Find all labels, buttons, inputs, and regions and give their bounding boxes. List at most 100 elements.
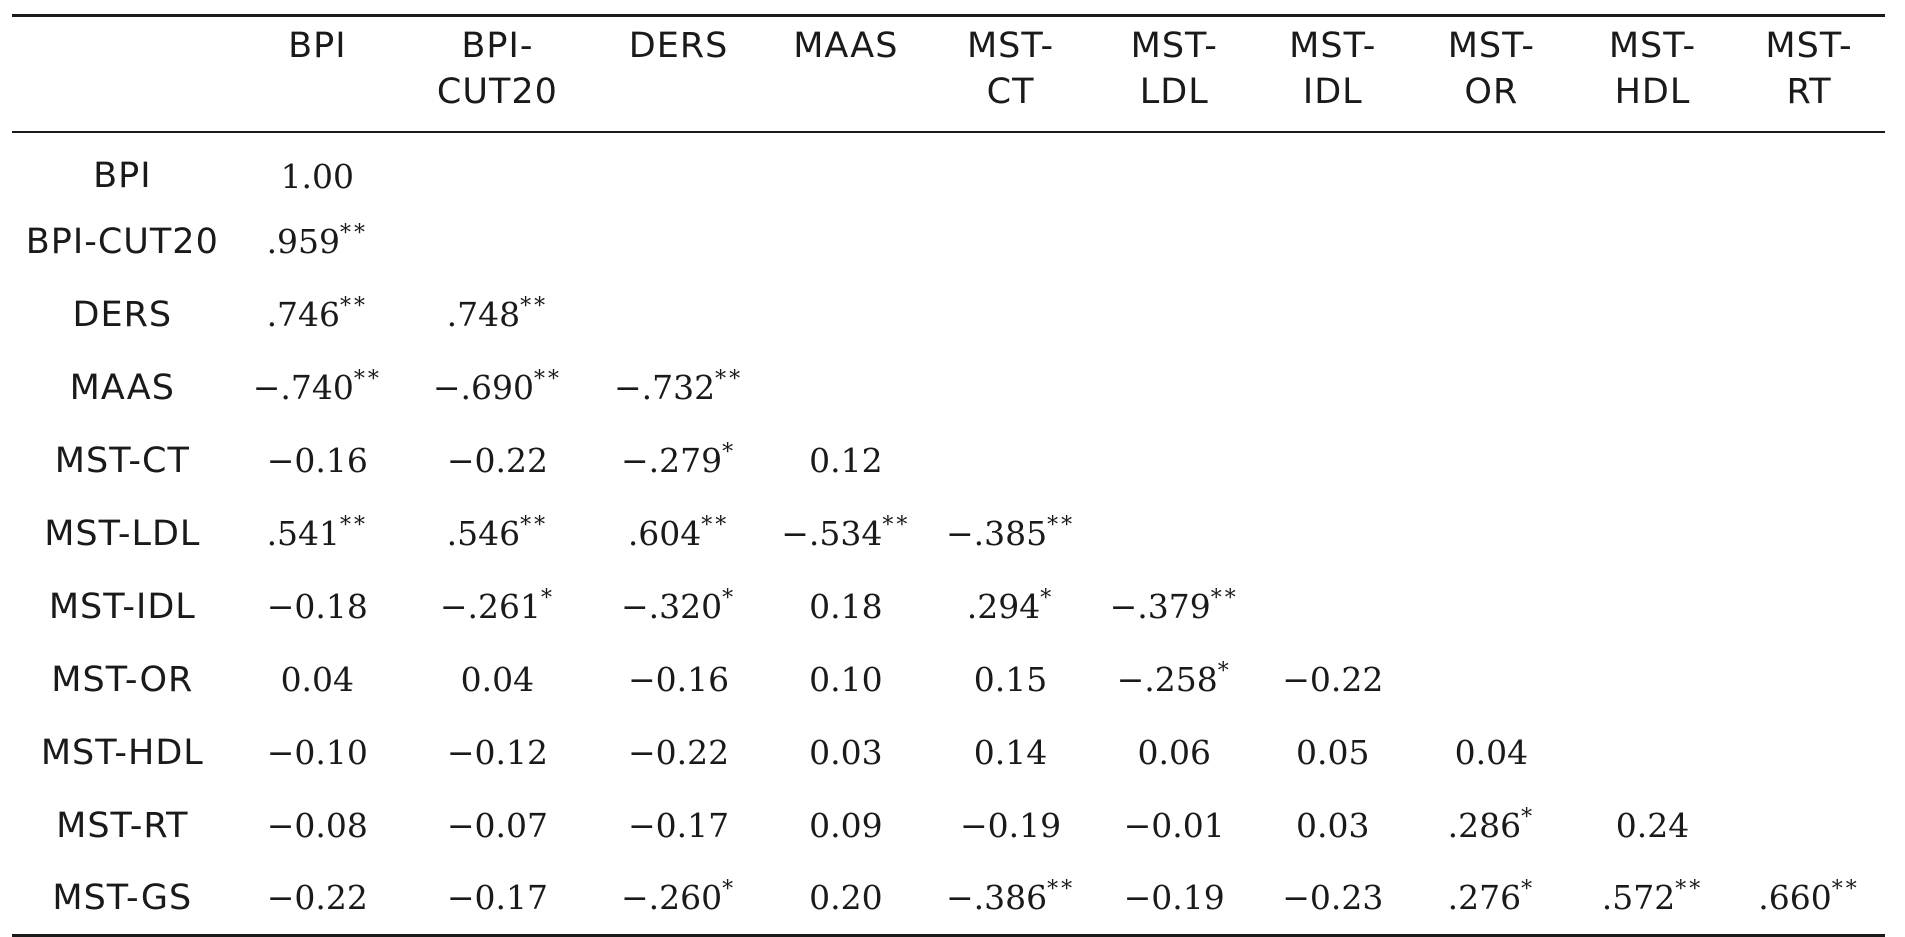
table-cell: −.385**: [945, 513, 1076, 553]
row-label: MST-HDL: [40, 732, 204, 773]
table-cell: [1094, 278, 1255, 351]
table-cell: [1255, 424, 1411, 497]
table-cell: 0.04: [1454, 733, 1529, 772]
row-label: MST-CT: [54, 440, 190, 481]
table-cell: [1094, 424, 1255, 497]
table-cell: [927, 424, 1093, 497]
table-cell: 0.03: [809, 733, 883, 772]
column-header: BPI: [288, 26, 347, 66]
table-cell: [927, 278, 1093, 351]
table-cell: [1733, 643, 1885, 716]
table-cell: [1572, 643, 1733, 716]
table-row: MST-LDL .541** .546** .604** −.534** −.385**: [12, 497, 1885, 570]
table-cell: 0.12: [809, 441, 883, 480]
table-cell: −.386**: [945, 877, 1076, 918]
table-cell: −.261*: [439, 586, 555, 626]
table-cell: [1733, 497, 1885, 570]
table-cell: [1255, 205, 1411, 278]
table-cell: .276*: [1447, 877, 1536, 918]
table-cell: [402, 205, 593, 278]
table-cell: [1572, 278, 1733, 351]
table-cell: [593, 132, 764, 205]
table-cell: −0.16: [627, 660, 730, 699]
column-header: MST- RT: [1765, 26, 1853, 112]
table-cell: −0.17: [446, 878, 548, 918]
table-cell: 0.18: [809, 587, 883, 626]
table-row: MST-RT −0.08 −0.07 −0.17 0.09 −0.19 −0.01 0.03.…: [12, 789, 1885, 862]
table-cell: 0.09: [809, 806, 883, 845]
header-corner: [12, 16, 233, 133]
table-cell: −.732**: [613, 367, 744, 407]
table-row: MST-CT −0.16 −0.22 −.279* 0.12: [12, 424, 1885, 497]
table-cell: −0.17: [627, 806, 730, 845]
table-cell: [927, 205, 1093, 278]
table-row: MST-OR 0.04 0.04 −0.16 0.10 0.15 −.258* −0.22: [12, 643, 1885, 716]
table-cell: [1411, 278, 1572, 351]
table-cell: −.260*: [620, 877, 737, 918]
table-cell: [1733, 424, 1885, 497]
table-cell: −0.22: [1282, 660, 1384, 699]
table-cell: −0.07: [446, 806, 548, 845]
row-label: MST-IDL: [48, 586, 196, 627]
table-cell: 0.15: [973, 660, 1048, 699]
table-cell: 0.04: [460, 660, 535, 699]
correlation-table: BPI BPI- CUT20 DERS MAAS MST- CT MST- LDL MST- IDL…: [12, 14, 1885, 937]
column-header: DERS: [628, 26, 729, 66]
row-label: BPI-CUT20: [25, 221, 219, 262]
row-label: MST-RT: [56, 805, 189, 846]
table-cell: [764, 278, 927, 351]
table-cell: [1255, 570, 1411, 643]
table-cell: [764, 132, 927, 205]
table-cell: [927, 132, 1093, 205]
table-cell: [1733, 278, 1885, 351]
table-cell: .546**: [446, 513, 549, 553]
table-cell: [1094, 351, 1255, 424]
table-cell: −.258*: [1116, 659, 1232, 699]
table-cell: [1411, 205, 1572, 278]
table-cell: 0.05: [1296, 733, 1370, 772]
table-row: MST-HDL −0.10 −0.12 −0.22 0.03 0.14 0.06 0.05 0.…: [12, 716, 1885, 789]
table-cell: [1733, 205, 1885, 278]
table-row: BPI 1.00: [12, 132, 1885, 205]
table-cell: −0.23: [1282, 878, 1384, 918]
row-label: DERS: [72, 294, 173, 335]
table-cell: [764, 351, 927, 424]
table-cell: [1572, 570, 1733, 643]
column-header: MAAS: [793, 26, 899, 66]
table-cell: .660**: [1758, 877, 1860, 918]
table-cell: −0.18: [266, 587, 368, 626]
table-cell: −0.22: [266, 878, 368, 918]
table-cell: −.279*: [620, 440, 737, 480]
row-label: MAAS: [69, 367, 175, 408]
column-header: MST- LDL: [1130, 26, 1218, 112]
table-cell: [1572, 132, 1733, 205]
table-cell: 0.20: [809, 878, 883, 918]
table-cell: 0.04: [280, 660, 355, 699]
table-cell: [1733, 132, 1885, 205]
row-label: MST-LDL: [44, 513, 201, 554]
table-cell: [927, 351, 1093, 424]
table-cell: [1411, 424, 1572, 497]
table-cell: [1572, 716, 1733, 789]
column-header: BPI- CUT20: [436, 26, 558, 112]
table-cell: −.534**: [781, 513, 911, 553]
table-header: BPI BPI- CUT20 DERS MAAS MST- CT MST- LDL MST- IDL…: [12, 15, 1885, 133]
table-cell: −0.19: [959, 806, 1062, 845]
table-cell: .286*: [1447, 805, 1536, 845]
table-cell: .748**: [446, 294, 549, 334]
table-body: BPI 1.00 BPI-CUT20 .959** DERS .746** .748** MA…: [12, 132, 1885, 935]
table-cell: −0.01: [1123, 806, 1225, 845]
table-cell: .604**: [627, 513, 730, 553]
table-cell: [1094, 205, 1255, 278]
table-cell: [1572, 497, 1733, 570]
table-cell: [1572, 205, 1733, 278]
table-cell: [1411, 497, 1572, 570]
table-cell: [1733, 570, 1885, 643]
table-cell: [1255, 497, 1411, 570]
table-row: DERS .746** .748**: [12, 278, 1885, 351]
table-cell: .572**: [1601, 877, 1704, 918]
table-cell: −.320*: [620, 586, 737, 626]
table-cell: [1411, 351, 1572, 424]
table-cell: −0.16: [266, 441, 368, 480]
table-cell: [1255, 278, 1411, 351]
